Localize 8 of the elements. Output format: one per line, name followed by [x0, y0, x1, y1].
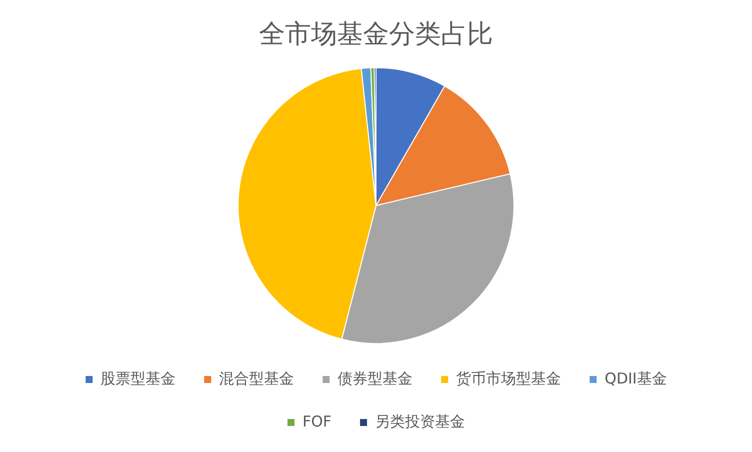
chart-title: 全市场基金分类占比 — [259, 19, 493, 50]
legend-label: 货币市场型基金 — [456, 369, 562, 388]
legend-label: QDII基金 — [604, 369, 667, 388]
legend-label: 股票型基金 — [100, 369, 176, 388]
legend-label: 另类投资基金 — [375, 412, 466, 430]
legend-label: FOF — [302, 412, 332, 430]
legend-label: 混合型基金 — [219, 369, 294, 388]
legend-label: 债券型基金 — [338, 369, 413, 388]
